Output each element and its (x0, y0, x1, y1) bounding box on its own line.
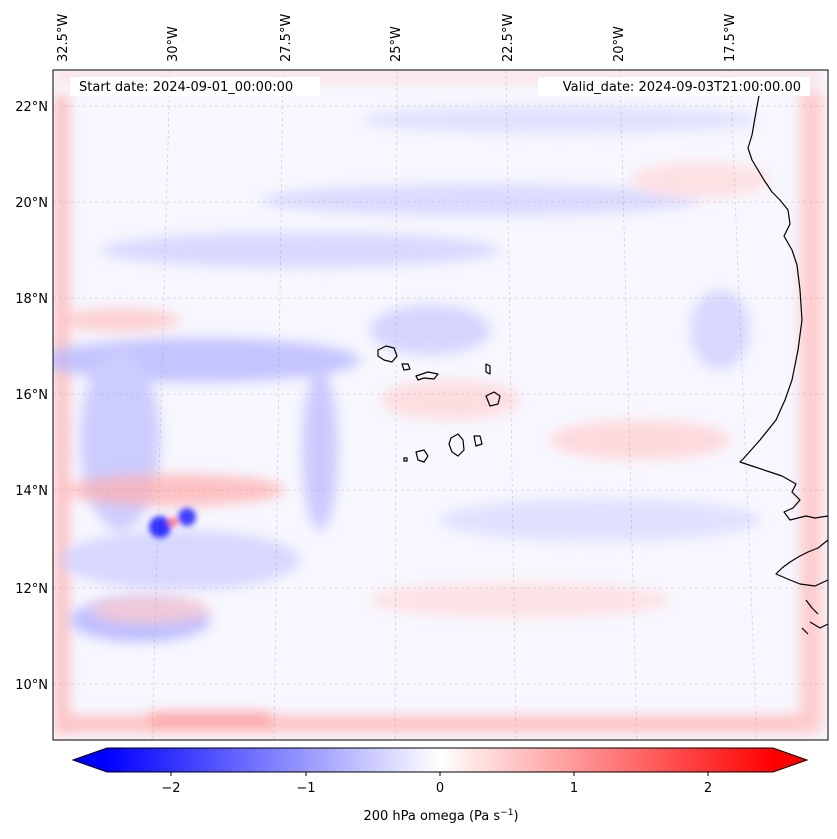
africa-coastline (739, 89, 828, 521)
map-panel: Start date: 2024-09-01_00:00:00 Valid_da… (53, 70, 828, 740)
colorbar-tick-label: −2 (161, 781, 180, 796)
start-date-box (70, 77, 320, 96)
lon-label: 27.5°W (279, 14, 294, 62)
cape-verde-sal (485, 363, 491, 375)
africa-coastline-south (775, 539, 828, 587)
colorbar-tick-label: 1 (570, 781, 578, 796)
colorbar-tick-label: 0 (436, 781, 444, 796)
colorbar-extend-max (773, 748, 807, 772)
cape-verde-brava (403, 457, 408, 462)
start-date-label: Start date: 2024-09-01_00:00:00 (79, 80, 293, 95)
longitude-labels: 32.5°W 30°W 27.5°W 25°W 22.5°W 20°W 17.5… (56, 14, 738, 62)
latitude-labels: 22°N 20°N 18°N 16°N 14°N 12°N 10°N (15, 100, 48, 693)
lon-label: 25°W (389, 26, 404, 62)
colorbar-extend-min (73, 748, 107, 772)
map-frame (52, 69, 829, 741)
colorbar-tick-label: −1 (296, 781, 315, 796)
colorbar-ticks (170, 772, 709, 776)
colorbar-label-exponent: −1 (500, 808, 513, 818)
lat-label: 12°N (15, 582, 48, 597)
colorbar-tick-label: 2 (704, 781, 712, 796)
cape-verde-sao-nicolau (415, 371, 439, 381)
colorbar-outline (71, 747, 809, 773)
lon-label: 22.5°W (501, 14, 516, 62)
valid-date-label: Valid_date: 2024-09-03T21:00:00.00 (563, 80, 801, 95)
colorbar-label-main: 200 hPa omega (Pa s (363, 809, 500, 824)
lon-label: 17.5°W (723, 14, 738, 62)
lat-label: 10°N (15, 678, 48, 693)
lon-label: 32.5°W (56, 14, 71, 62)
cape-verde-santiago (448, 433, 465, 457)
gridlines (53, 70, 828, 740)
lat-label: 18°N (15, 292, 48, 307)
cape-verde-sao-vicente (401, 363, 411, 371)
valid-date-box (538, 77, 810, 96)
lat-label: 16°N (15, 388, 48, 403)
omega-field (53, 72, 822, 735)
lon-label: 20°W (612, 26, 627, 62)
lon-label: 30°W (166, 26, 181, 62)
cape-verde-fogo (415, 449, 429, 463)
bijagos-islands (801, 599, 828, 635)
lat-label: 20°N (15, 196, 48, 211)
colorbar: −2 −1 0 1 2 200 hPa omega (Pa s−1) (71, 747, 809, 824)
colorbar-label: 200 hPa omega (Pa s−1) (363, 808, 518, 824)
cape-verde-santo-antao (377, 345, 398, 363)
colorbar-body (107, 748, 773, 772)
coastlines (377, 89, 828, 635)
cape-verde-maio (473, 435, 483, 447)
lat-label: 14°N (15, 484, 48, 499)
colorbar-label-close: ) (513, 809, 518, 824)
lat-label: 22°N (15, 100, 48, 115)
cape-verde-boa-vista (485, 391, 501, 407)
